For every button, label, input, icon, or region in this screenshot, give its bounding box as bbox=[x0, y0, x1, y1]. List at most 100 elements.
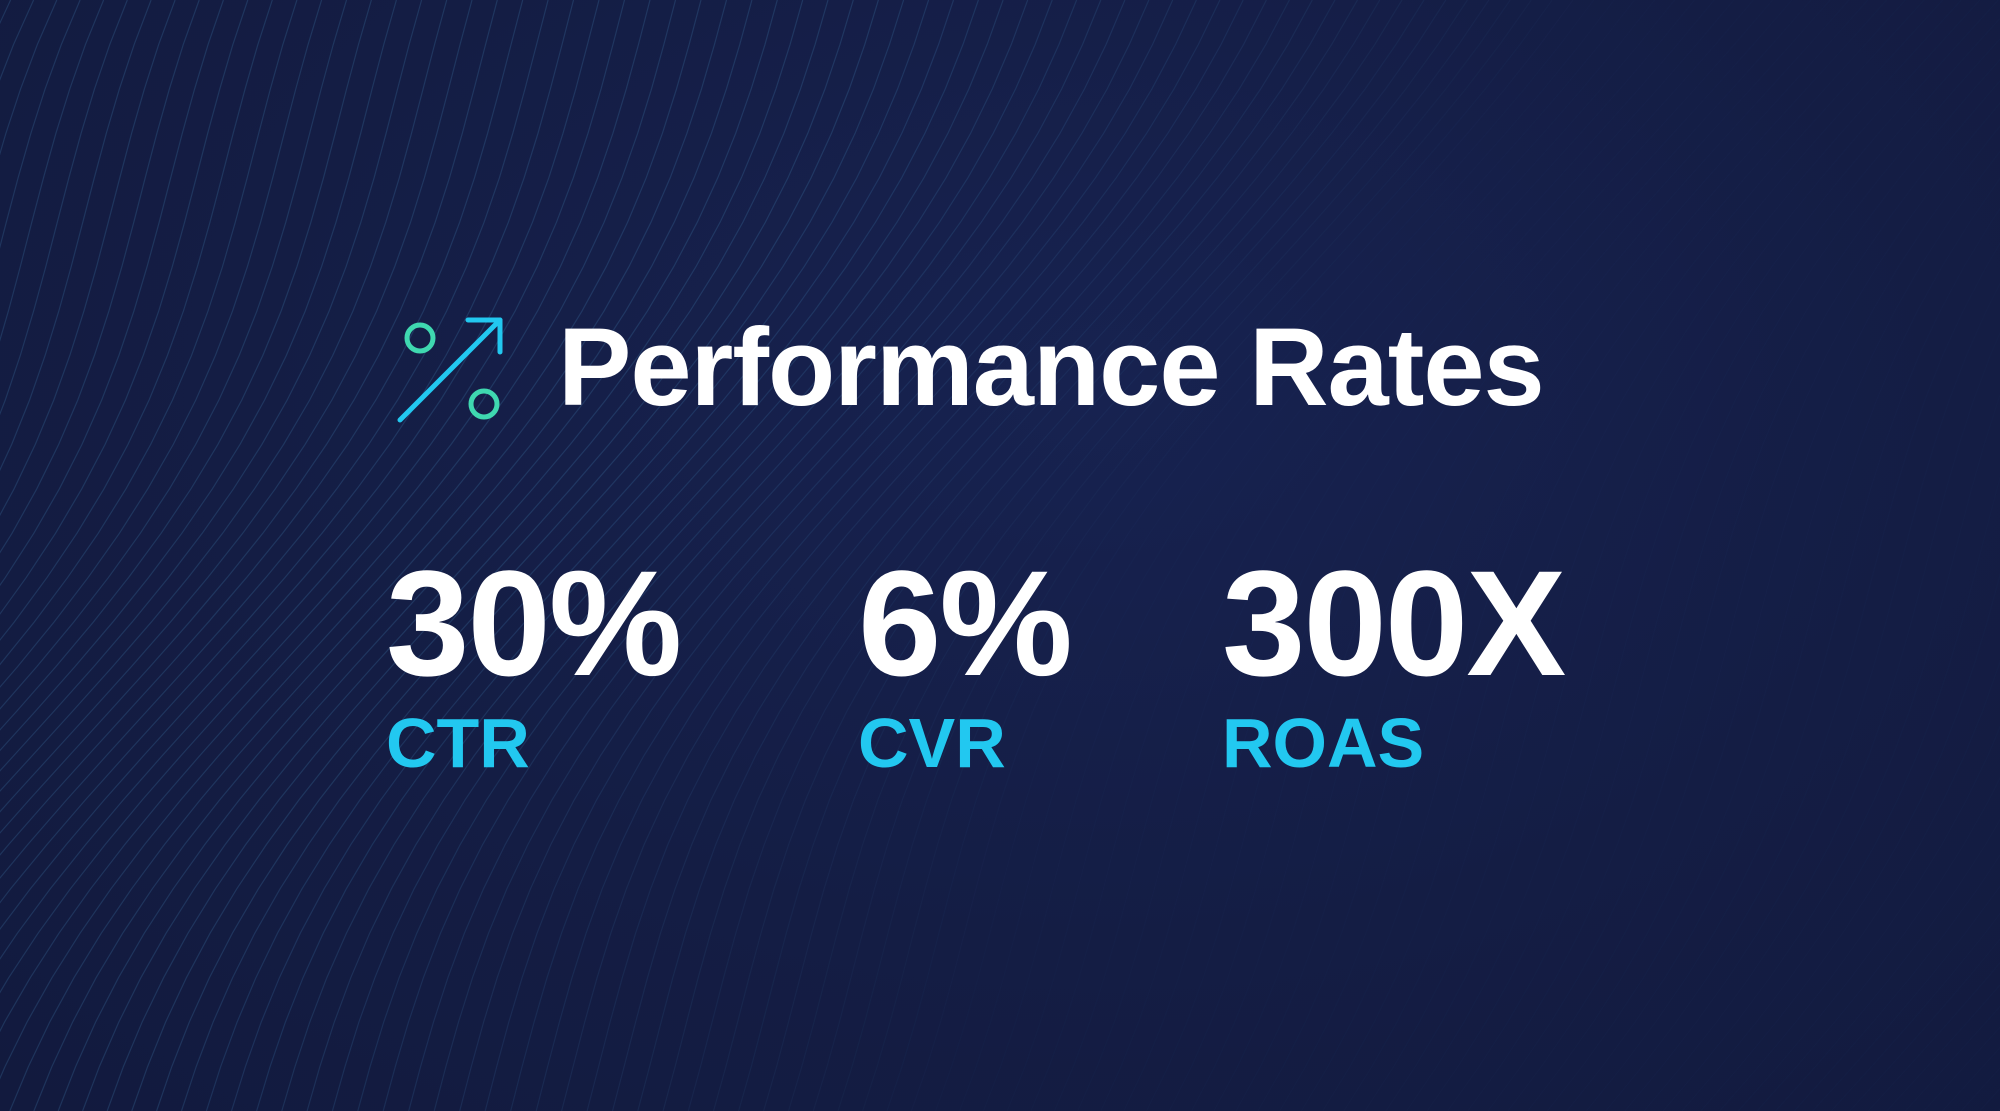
wave-line bbox=[0, 0, 397, 752]
wave-line bbox=[1700, 572, 2000, 1111]
wave-line bbox=[1447, 38, 2000, 1111]
stat-value: 6% bbox=[858, 539, 1073, 707]
wave-line bbox=[1812, 885, 2000, 1111]
wave-line bbox=[306, 0, 1029, 1111]
stat-ctr: 30% CTR bbox=[386, 539, 682, 782]
wave-line bbox=[1385, 0, 1981, 1111]
wave-line bbox=[1406, 0, 1999, 1111]
wave-line bbox=[0, 0, 105, 342]
wave-line bbox=[1467, 58, 2000, 1111]
wave-line bbox=[1168, 0, 1793, 1111]
wave-line bbox=[382, 0, 1102, 1111]
wave-line bbox=[0, 0, 348, 710]
wave-line bbox=[1235, 0, 1850, 1111]
wave-line bbox=[82, 0, 804, 1111]
wave-line bbox=[1605, 242, 2000, 1111]
wave-line bbox=[738, 0, 1425, 1111]
wave-line bbox=[1343, 0, 1944, 1111]
wave-line bbox=[0, 0, 575, 904]
wave-line bbox=[1830, 912, 2000, 1111]
wave-line bbox=[0, 0, 12, 25]
wave-line bbox=[837, 0, 1511, 1111]
wave-line bbox=[1979, 1087, 2000, 1111]
wave-line bbox=[1585, 207, 2000, 1111]
wave-line bbox=[1123, 0, 1754, 1111]
wave-line bbox=[57, 0, 778, 1111]
wave-line bbox=[484, 0, 1197, 1111]
wave-line bbox=[0, 0, 498, 834]
wave-line bbox=[1662, 393, 2000, 1111]
wave-line bbox=[1426, 17, 2000, 1111]
wave-line bbox=[0, 0, 651, 994]
wave-line bbox=[1279, 0, 1888, 1111]
wave-line bbox=[230, 0, 955, 1111]
wave-line bbox=[1145, 0, 1774, 1111]
wave-line bbox=[0, 0, 249, 615]
stat-label: CTR bbox=[386, 704, 530, 782]
wave-line bbox=[0, 0, 549, 879]
stat-value: 30% bbox=[386, 539, 682, 707]
page-title: Performance Rates bbox=[558, 306, 1545, 429]
wave-line bbox=[1681, 475, 2000, 1111]
wave-line bbox=[156, 0, 879, 1111]
wave-line bbox=[662, 0, 1359, 1111]
wave-line bbox=[281, 0, 1004, 1111]
wave-line bbox=[1030, 0, 1676, 1111]
wave-line bbox=[1643, 331, 2000, 1111]
wave-line bbox=[0, 0, 176, 517]
wave-line bbox=[0, 0, 128, 416]
wave-line bbox=[1719, 659, 2000, 1111]
wave-line bbox=[787, 0, 1468, 1111]
wave-line bbox=[1257, 0, 1869, 1111]
wave-line bbox=[812, 0, 1490, 1111]
wave-line bbox=[1100, 0, 1735, 1111]
wave-line bbox=[1191, 0, 1812, 1111]
wave-line bbox=[535, 0, 1244, 1111]
wave-line bbox=[331, 0, 1053, 1111]
wave-line bbox=[1053, 0, 1695, 1111]
wave-line bbox=[886, 0, 1553, 1111]
wave-line bbox=[1904, 1005, 2000, 1111]
wave-line bbox=[0, 0, 600, 930]
wave-line bbox=[1487, 80, 2000, 1111]
wave-line bbox=[1077, 0, 1715, 1111]
wave-line bbox=[0, 0, 58, 156]
wave-line bbox=[1756, 776, 2000, 1111]
wave-line bbox=[1507, 102, 2000, 1111]
wave-line bbox=[1527, 125, 2000, 1111]
wave-line bbox=[586, 0, 1290, 1111]
wave-line bbox=[0, 0, 224, 587]
wave-line bbox=[0, 0, 626, 960]
wave-line bbox=[9, 0, 728, 1111]
wave-line bbox=[0, 0, 323, 688]
wave-line bbox=[510, 0, 1221, 1111]
wave-line bbox=[0, 0, 298, 666]
wave-line bbox=[687, 0, 1381, 1111]
wave-line bbox=[959, 0, 1615, 1111]
wave-line bbox=[1006, 0, 1656, 1111]
wave-line bbox=[1849, 938, 2000, 1111]
wave-line bbox=[0, 0, 448, 792]
wave-line bbox=[1624, 282, 2000, 1111]
wave-line bbox=[910, 0, 1574, 1111]
wave-line bbox=[1213, 0, 1831, 1111]
wave-line bbox=[1300, 0, 1906, 1111]
wave-line bbox=[256, 0, 979, 1111]
wave-line bbox=[935, 0, 1595, 1111]
wave-line bbox=[712, 0, 1403, 1111]
wave-line bbox=[0, 0, 524, 856]
header: Performance Rates bbox=[396, 306, 1545, 429]
stat-roas: 300X ROAS bbox=[1222, 548, 1566, 778]
wave-line bbox=[33, 0, 753, 1111]
wave-line bbox=[1941, 1046, 2000, 1111]
percent-growth-icon bbox=[397, 317, 503, 423]
wave-line bbox=[1775, 818, 2000, 1111]
wave-line bbox=[1364, 0, 1962, 1111]
wave-line bbox=[862, 0, 1532, 1111]
wave-line bbox=[611, 0, 1313, 1111]
wave-line bbox=[106, 0, 829, 1111]
wave-line bbox=[180, 0, 905, 1111]
wave-line bbox=[0, 0, 200, 554]
